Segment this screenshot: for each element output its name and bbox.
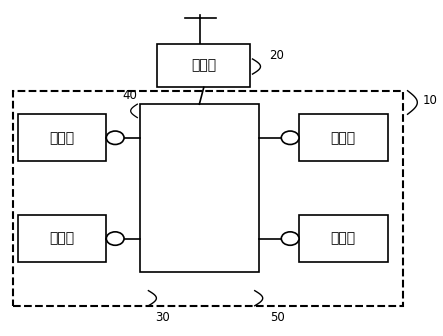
Text: 20: 20: [269, 49, 284, 62]
Text: 控制器: 控制器: [50, 232, 74, 246]
Text: 控制器: 控制器: [331, 232, 356, 246]
Text: 继电器: 继电器: [191, 58, 216, 73]
Circle shape: [281, 131, 299, 144]
Bar: [299, 114, 388, 161]
Bar: [140, 104, 259, 272]
Text: 50: 50: [270, 311, 285, 324]
Text: 控制器: 控制器: [50, 131, 74, 145]
Circle shape: [106, 131, 124, 144]
Bar: [18, 114, 106, 161]
Bar: [18, 215, 106, 262]
Bar: [299, 215, 388, 262]
Bar: [13, 91, 403, 306]
Circle shape: [106, 232, 124, 245]
Text: 30: 30: [155, 311, 170, 324]
Text: 40: 40: [122, 89, 137, 102]
Text: 10: 10: [423, 94, 438, 107]
Circle shape: [281, 232, 299, 245]
Text: 控制器: 控制器: [331, 131, 356, 145]
Bar: [157, 44, 250, 87]
